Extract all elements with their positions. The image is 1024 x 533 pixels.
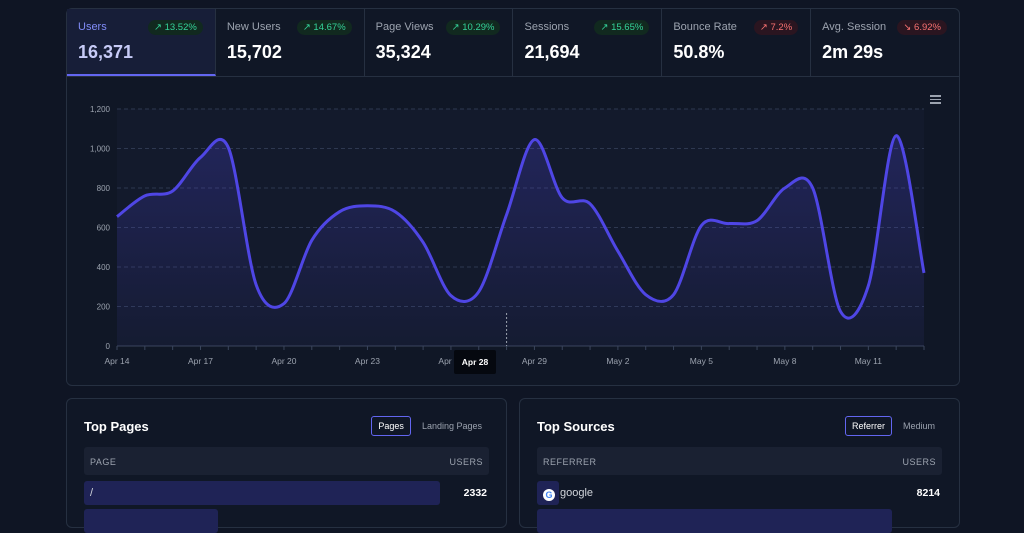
source-name: google [560, 487, 594, 499]
stat-label: Avg. Session [822, 21, 887, 33]
page-users: 2332 [463, 487, 487, 499]
trend-value: 15.65% [611, 22, 644, 33]
y-tick-label: 1,200 [90, 105, 111, 114]
stat-value: 35,324 [375, 42, 431, 62]
trend-badge: ↗ 7.2% [753, 20, 799, 35]
y-tick-label: 0 [106, 342, 111, 351]
stat-avg-session[interactable]: Avg. Session 2m 29s ↘ 6.92% [811, 9, 959, 76]
x-tick-label: Apr 29 [522, 356, 547, 366]
tooltip-box [454, 350, 496, 374]
series-line [116, 134, 926, 320]
stat-value: 16,371 [78, 42, 134, 62]
stat-users[interactable]: Users 16,371 ↗ 13.52% [67, 9, 216, 76]
stat-sessions[interactable]: Sessions 21,694 ↗ 15.65% [513, 9, 663, 76]
panel-title: Top Sources [537, 419, 615, 434]
y-tick-label: 1,000 [90, 145, 111, 154]
stat-value: 21,694 [524, 42, 580, 62]
x-tick-label: Apr 20 [271, 356, 296, 366]
stat-value: 15,702 [226, 42, 282, 62]
stat-page-views[interactable]: Page Views 35,324 ↗ 10.29% [365, 9, 514, 76]
tab-landing-pages[interactable]: Landing Pages [421, 421, 482, 431]
trend-value: 10.29% [462, 22, 495, 33]
trend-badge: ↗ 10.29% [445, 20, 501, 35]
stat-label: New Users [226, 21, 281, 33]
table-row[interactable]: / 2332 [84, 481, 489, 505]
stat-value: 50.8% [673, 42, 725, 62]
y-tick-label: 800 [97, 184, 111, 193]
series-area [117, 135, 924, 346]
stat-bounce-rate[interactable]: Bounce Rate 50.8% ↗ 7.2% [662, 9, 812, 76]
users-chart: 0 200 400 600 800 1,000 1,200 Apr 14 Apr 17 Apr 2… [90, 105, 926, 374]
x-tick-label: Apr 17 [188, 356, 213, 366]
col-page: PAGE [90, 457, 117, 467]
top-sources-card: Top Sources Referrer Medium REFERRER USERS… [519, 398, 960, 533]
stats-row: Users 16,371 ↗ 13.52% New Users 15,702 ↗ 14.… [67, 9, 959, 77]
y-tick-label: 600 [97, 224, 111, 233]
y-tick-label: 400 [97, 263, 111, 272]
x-tick-label: May 2 [606, 356, 629, 366]
top-pages-card: Top Pages Pages Landing Pages PAGE USERS /… [66, 398, 507, 533]
stat-label: Users [78, 21, 107, 33]
x-tick-label: May 8 [773, 356, 796, 366]
x-tick-label: Apr 23 [355, 356, 380, 366]
stat-label: Bounce Rate [673, 21, 737, 33]
x-tick-label: May 11 [855, 356, 883, 366]
trend-badge: ↗ 14.67% [296, 20, 352, 35]
google-icon: G [543, 489, 555, 501]
trend-value: 6.92% [914, 22, 941, 33]
trend-badge: ↗ 13.52% [147, 20, 203, 35]
tooltip-label: Apr 28 [462, 357, 489, 367]
tab-referrer[interactable]: Referrer [844, 416, 892, 436]
table-header: REFERRER USERS [537, 447, 942, 475]
stat-value: 2m 29s [822, 42, 884, 62]
page-path: / [90, 487, 94, 499]
stat-label: Sessions [524, 21, 570, 33]
x-tick-label: Apr 14 [104, 356, 129, 366]
trend-badge: ↗ 15.65% [594, 20, 650, 35]
tab-pages[interactable]: Pages [371, 416, 411, 436]
tab-medium[interactable]: Medium [902, 421, 935, 431]
x-tick-label: Apr 26 [438, 356, 463, 366]
col-users: USERS [449, 457, 483, 467]
x-tick-label: May 5 [690, 356, 713, 366]
y-tick-label: 200 [97, 303, 111, 312]
panel-title: Top Pages [84, 419, 149, 434]
table-header: PAGE USERS [84, 447, 489, 475]
source-users: 8214 [916, 487, 940, 499]
chart-menu-icon[interactable] [930, 93, 941, 106]
stat-new-users[interactable]: New Users 15,702 ↗ 14.67% [216, 9, 365, 76]
col-referrer: REFERRER [543, 457, 597, 467]
trend-value: 13.52% [164, 22, 197, 33]
trend-value: 7.2% [770, 22, 793, 33]
trend-value: 14.67% [313, 22, 346, 33]
trend-badge: ↘ 6.92% [897, 20, 947, 35]
col-users: USERS [902, 457, 936, 467]
stat-label: Page Views [375, 21, 434, 33]
